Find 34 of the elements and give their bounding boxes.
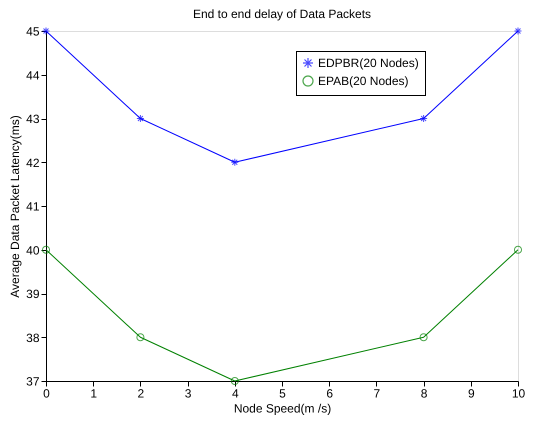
point (230, 158, 239, 166)
x-tick-label: 7 (374, 386, 381, 400)
point (42, 246, 50, 254)
y-tick-label: 43 (26, 112, 40, 126)
y-tick-label: 38 (26, 330, 40, 345)
x-tick-label: 8 (420, 386, 428, 400)
x-tick-label: 9 (468, 386, 475, 400)
point (420, 333, 428, 342)
legend-label: EDPBR(20 Nodes) (318, 56, 419, 70)
point (136, 333, 144, 342)
x-tick-label: 4 (232, 386, 239, 400)
point (420, 114, 428, 123)
y-tick-label: 45 (26, 24, 40, 38)
x-tick-label: 3 (184, 386, 192, 400)
x-tick-label: 6 (326, 386, 334, 400)
y-tick-label: 39 (26, 287, 40, 301)
point (136, 114, 144, 123)
x-tick-label: 10 (512, 386, 526, 400)
y-tick-label: 40 (26, 243, 40, 258)
legend-label: EPAB(20 Nodes) (318, 74, 408, 88)
point (514, 246, 522, 254)
x-axis-title: Node Speed(m /s) (234, 402, 332, 416)
point (230, 376, 239, 386)
chart-title: End to end delay of Data Packets (192, 7, 372, 21)
y-tick-label: 41 (26, 200, 40, 214)
y-tick-label: 42 (26, 156, 40, 170)
x-tick-label: 5 (279, 386, 286, 400)
y-axis-title: Average Data Packet Latency(ms) (8, 115, 22, 298)
x-tick-label: 0 (43, 386, 50, 400)
y-tick-label: 44 (26, 68, 40, 82)
y-tick-label: 37 (26, 374, 40, 388)
point (514, 26, 522, 36)
x-tick-label: 1 (90, 386, 98, 400)
x-tick-label: 2 (138, 386, 145, 400)
